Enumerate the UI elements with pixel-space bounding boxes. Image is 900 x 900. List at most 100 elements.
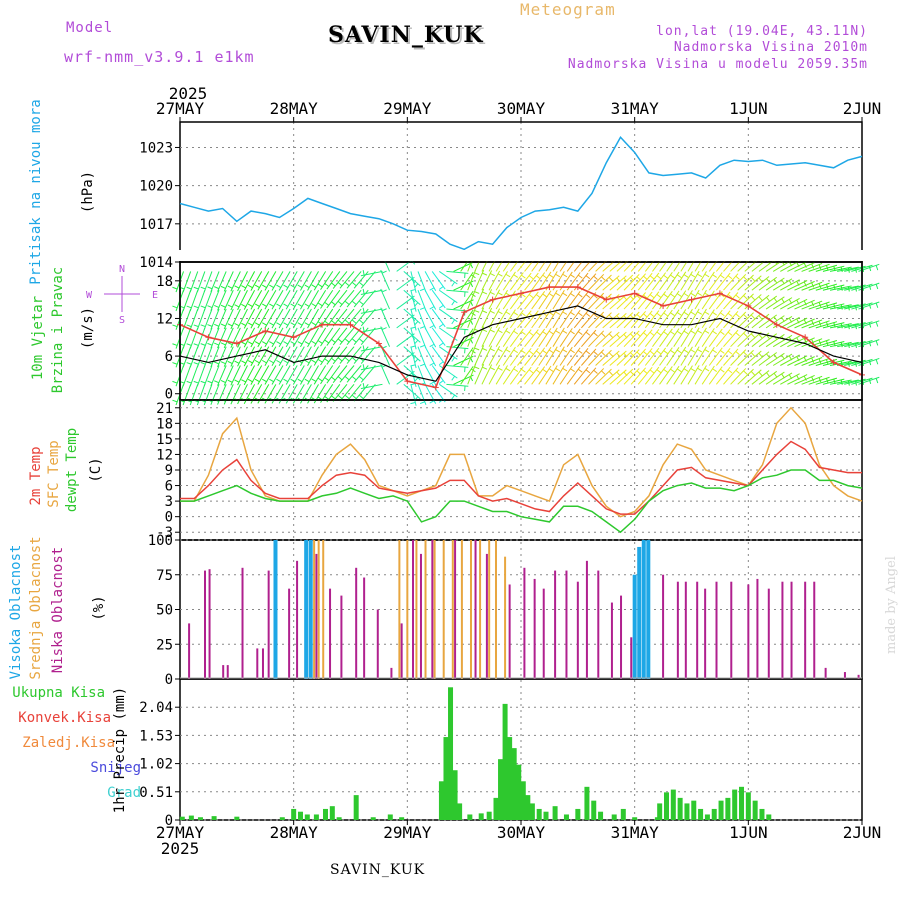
mid-cloud-bar <box>398 540 401 679</box>
wind-barb <box>737 274 754 291</box>
low-cloud-bar <box>329 588 332 679</box>
wind-barb <box>182 327 192 349</box>
wind-barb-feather <box>247 284 253 289</box>
wind-barb <box>808 339 830 348</box>
wind-barb <box>424 346 437 367</box>
high-cloud-bar <box>273 540 278 679</box>
wind-barb <box>794 318 815 329</box>
wind-barb-feather <box>234 323 240 327</box>
precip-total-bar <box>529 803 535 820</box>
temp-unit-group: (C) <box>88 457 104 482</box>
low-cloud-bar <box>485 553 488 679</box>
wind-barb-feather <box>875 359 879 365</box>
wind-barb-feather <box>643 369 648 374</box>
wind-barb-feather <box>261 284 267 289</box>
wind-barb-feather <box>311 359 317 364</box>
wind-barb <box>250 346 263 367</box>
precip-total-bar <box>211 816 217 820</box>
mid-cloud-bar <box>424 540 427 679</box>
wind-barb-feather <box>234 379 240 383</box>
wind-barb-feather <box>344 338 350 343</box>
wind-barb <box>644 272 660 291</box>
precip-total-bar <box>611 814 617 820</box>
wind-barb <box>285 271 298 291</box>
wind-barb-feather <box>241 322 247 326</box>
wind-barb-feather <box>720 312 725 317</box>
wind-barb <box>264 346 277 366</box>
low-cloud-bar <box>355 567 358 679</box>
wind-barb-feather <box>438 323 444 328</box>
precip-total-bar <box>718 800 724 820</box>
wind-barb-feather <box>247 378 253 383</box>
wind-barb-feather <box>683 292 689 297</box>
wind-barb-feather <box>720 350 725 354</box>
low-cloud-bar <box>241 567 244 679</box>
wind-barb <box>380 288 391 310</box>
wind-barb-feather <box>297 322 303 326</box>
wind-barb-feather <box>254 322 260 326</box>
wind-barb-feather <box>535 350 541 355</box>
wind-barb-feather <box>670 274 675 279</box>
wind-barb-feather <box>362 288 365 294</box>
wind-barb-feather <box>337 319 343 324</box>
wind-barb <box>737 293 754 310</box>
low-cloud-bar <box>188 623 191 679</box>
wind-barb-feather <box>649 313 655 317</box>
wind-barb-feather <box>419 401 425 405</box>
precip-total-bar <box>279 817 285 820</box>
wind-barb-feather <box>261 378 267 383</box>
wind-barb <box>230 327 241 348</box>
wind-barb-feather <box>513 368 519 372</box>
wind-barb-feather <box>608 276 613 282</box>
wind-barb-feather <box>601 332 606 337</box>
precip-total-bar <box>620 808 626 820</box>
wind-barb-feather <box>548 368 554 372</box>
high-cloud-bar <box>632 574 637 679</box>
cloud-unit: (%) <box>91 595 107 620</box>
wind-barb <box>531 272 546 291</box>
wind-barb <box>439 308 458 323</box>
wind-barb <box>723 273 739 291</box>
wind-unit-group: (m/s) <box>80 307 96 349</box>
wind-barb-feather <box>344 319 350 324</box>
precip-total-bar <box>448 687 454 820</box>
low-cloud-bar <box>261 648 264 679</box>
wind-barb <box>332 289 348 308</box>
wind-barb <box>581 273 597 291</box>
wind-barb <box>278 346 291 366</box>
wind-barb-feather <box>297 378 303 383</box>
y-tick-label: 1014 <box>139 255 173 271</box>
wind-barb-feather <box>601 351 606 356</box>
mid-cloud-bar <box>317 540 320 679</box>
wind-barb <box>531 328 546 347</box>
elevation: Nadmorska Visina 2010m <box>673 40 868 55</box>
mid-cloud-bar <box>504 556 507 679</box>
wind-barb-feather <box>227 323 233 327</box>
wind-barb-feather <box>172 380 178 384</box>
wind-barb-feather <box>868 378 872 385</box>
low-cloud-bar <box>508 584 511 679</box>
wind-barb-feather <box>521 368 526 373</box>
wind-barb <box>203 365 213 387</box>
wind-barb-feather <box>337 282 343 287</box>
wind-barb-feather <box>241 341 247 345</box>
low-cloud-bar <box>767 588 770 679</box>
wind-barb <box>481 289 493 310</box>
wind-barb <box>285 308 298 329</box>
wind-barb-feather <box>331 357 336 362</box>
precip-total-bar <box>370 817 376 820</box>
wind-barb <box>360 383 376 402</box>
wind-barb-feather <box>585 369 591 374</box>
wind-barb-feather <box>663 293 668 298</box>
wind-barb <box>380 326 391 347</box>
wind-barb-feather <box>220 380 226 383</box>
low-cloud-bar <box>390 667 393 679</box>
wind-barb <box>217 327 227 349</box>
wind-barb-feather <box>317 302 323 307</box>
wind-barb <box>808 282 830 291</box>
wind-barb-feather <box>562 292 568 297</box>
temp-unit: (C) <box>88 457 104 482</box>
wind-barb-feather <box>276 378 282 383</box>
wind-barb-feather <box>505 349 511 353</box>
